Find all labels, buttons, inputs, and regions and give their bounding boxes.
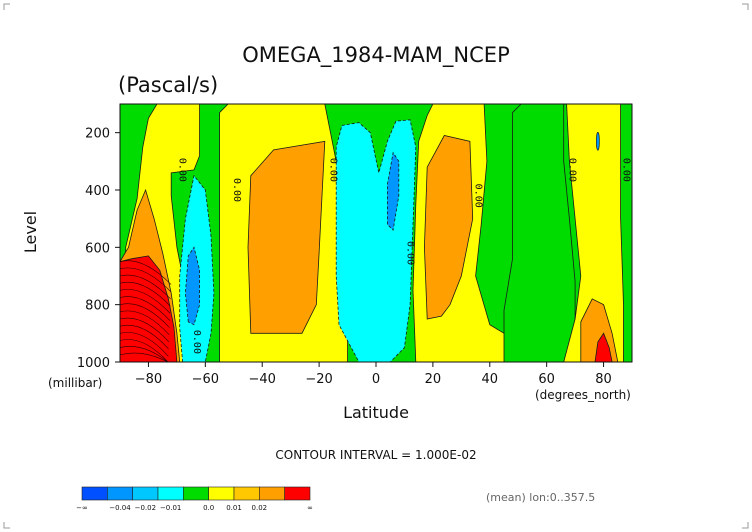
red-contour-line bbox=[120, 310, 170, 335]
y-tick-label: 800 bbox=[85, 299, 110, 314]
x-tick-label: −40 bbox=[249, 372, 276, 387]
colorbar-label: −0.01 bbox=[160, 504, 181, 512]
region-orange-nh bbox=[423, 135, 474, 320]
plot-area: 0.00 0.00 0.00 0.00 0.00 0.00 0.00 0.00 −80 −60 −4… bbox=[77, 103, 633, 387]
x-tick-label: −80 bbox=[135, 372, 162, 387]
x-tick-label: −60 bbox=[192, 372, 219, 387]
y-tick-label: 200 bbox=[85, 127, 110, 142]
contour-label: 0.00 bbox=[473, 184, 484, 208]
x-tick-label: 40 bbox=[482, 372, 499, 387]
corner-marks bbox=[3, 3, 749, 529]
colorbar-swatch bbox=[233, 486, 260, 501]
colorbar-swatch bbox=[208, 486, 235, 501]
colorbar-swatch bbox=[107, 486, 133, 501]
contour-label: 0.00 bbox=[404, 241, 415, 265]
red-contour-line bbox=[120, 289, 171, 314]
colorbar-label: −∞ bbox=[76, 504, 88, 512]
y-tick-label: 400 bbox=[85, 184, 110, 199]
red-max-contours bbox=[120, 260, 172, 362]
colorbar-label: 0.0 bbox=[203, 504, 214, 512]
colorbar-swatch bbox=[183, 486, 209, 501]
y-axis-label: Level bbox=[21, 211, 40, 253]
colorbar-label: ∞ bbox=[307, 504, 313, 512]
colorbar-swatch bbox=[157, 486, 184, 501]
colorbar-swatch bbox=[259, 486, 285, 501]
red-contour-line bbox=[120, 346, 168, 362]
region-red-np bbox=[594, 332, 613, 362]
y-axis-unit: (millibar) bbox=[48, 376, 102, 390]
colorbar-label: 0.01 bbox=[226, 504, 242, 512]
red-contour-line bbox=[120, 260, 172, 285]
region-orange-mid bbox=[247, 140, 326, 334]
colorbar-swatch bbox=[132, 486, 159, 501]
colorbar-swatch bbox=[81, 486, 108, 501]
red-contour-line bbox=[120, 339, 169, 362]
contour-label: 0.00 bbox=[191, 330, 202, 354]
contour-label: 0.00 bbox=[327, 158, 338, 182]
chart-title: OMEGA_1984-MAM_NCEP bbox=[242, 43, 509, 68]
y-tick-label: 600 bbox=[85, 241, 110, 256]
x-tick-label: 60 bbox=[538, 372, 555, 387]
x-axis-label: Latitude bbox=[343, 403, 409, 422]
region-blue-sh bbox=[184, 246, 201, 326]
chart-units: (Pascal/s) bbox=[118, 73, 218, 97]
contour-label: 0.00 bbox=[177, 158, 188, 182]
contour-label: 0.00 bbox=[620, 158, 631, 182]
red-contour-line bbox=[120, 303, 170, 328]
x-tick-label: 0 bbox=[372, 372, 380, 387]
colorbar-label: −0.02 bbox=[135, 504, 156, 512]
colorbar: −∞ −0.04 −0.02 −0.01 0.0 0.01 0.02 ∞ bbox=[76, 486, 313, 512]
region-yellow-np bbox=[563, 104, 624, 362]
colorbar-label: 0.02 bbox=[252, 504, 268, 512]
contour-label: 0.00 bbox=[231, 178, 242, 202]
red-contour-line bbox=[120, 352, 168, 362]
y-tick-label: 1000 bbox=[77, 356, 110, 371]
red-contour-line bbox=[120, 274, 171, 300]
contour-interval: CONTOUR INTERVAL = 1.000E-02 bbox=[275, 448, 476, 462]
contour-label: 0.00 bbox=[566, 158, 577, 182]
red-contour-line bbox=[120, 332, 169, 357]
red-contour-line bbox=[120, 324, 169, 350]
region-blue-sliver-nh bbox=[596, 131, 600, 151]
x-axis-unit: (degrees_north) bbox=[535, 388, 631, 402]
colorbar-swatch bbox=[284, 486, 311, 501]
x-tick-label: 20 bbox=[425, 372, 442, 387]
region-blue-eq bbox=[386, 151, 400, 231]
footnote-mean-lon: (mean) lon:0..357.5 bbox=[486, 491, 595, 504]
red-contour-line bbox=[120, 281, 171, 307]
red-contour-line bbox=[120, 267, 172, 292]
x-tick-label: 80 bbox=[595, 372, 612, 387]
colorbar-label: −0.04 bbox=[109, 504, 131, 512]
red-contour-line bbox=[120, 317, 170, 343]
red-contour-line bbox=[120, 296, 170, 321]
x-tick-label: −20 bbox=[305, 372, 332, 387]
